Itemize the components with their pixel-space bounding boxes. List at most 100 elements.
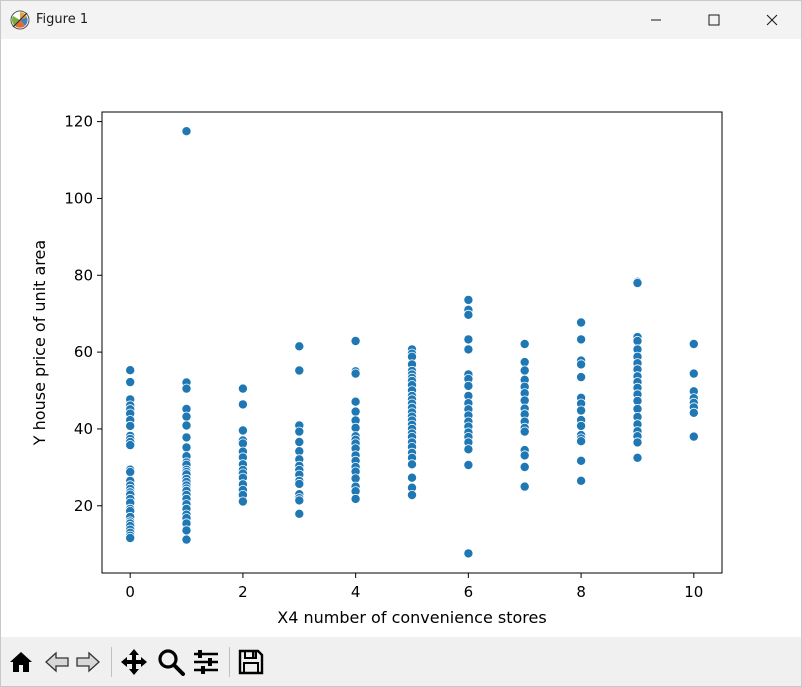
data-point — [350, 493, 361, 504]
data-point — [463, 294, 474, 305]
data-point — [463, 444, 474, 455]
configure-button[interactable] — [191, 647, 221, 677]
data-point — [237, 383, 248, 394]
move-icon — [121, 649, 147, 675]
figure-canvas[interactable]: 0 2 4 6 8 10 20 40 60 80 100 120 X4 number of conv… — [1, 39, 801, 637]
y-tick-label: 120 — [64, 113, 93, 131]
maximize-icon — [708, 14, 720, 26]
close-button[interactable] — [743, 1, 801, 39]
x-tick-label: 8 — [576, 583, 586, 601]
data-point — [576, 317, 587, 328]
data-point — [350, 422, 361, 433]
data-point — [632, 437, 643, 448]
close-icon — [766, 14, 778, 26]
data-point — [294, 365, 305, 376]
y-axis-ticks: 20 40 60 80 100 120 — [64, 113, 102, 515]
data-point — [519, 481, 530, 492]
data-point — [576, 372, 587, 383]
data-point — [463, 309, 474, 320]
pan-button[interactable] — [119, 647, 149, 677]
data-point — [576, 405, 587, 416]
data-point — [519, 461, 530, 472]
x-axis-ticks: 0 2 4 6 8 10 — [125, 573, 703, 601]
minimize-button[interactable] — [627, 1, 685, 39]
data-point — [519, 357, 530, 368]
data-point — [576, 334, 587, 345]
save-button[interactable] — [236, 647, 266, 677]
magnifier-icon — [158, 649, 185, 676]
y-tick-label: 60 — [74, 343, 93, 361]
data-point — [294, 436, 305, 447]
data-point — [125, 365, 136, 376]
data-point — [688, 338, 699, 349]
data-point — [632, 452, 643, 463]
data-point — [350, 368, 361, 379]
data-point — [576, 420, 587, 431]
data-point — [576, 475, 587, 486]
toolbar-separator — [229, 647, 230, 677]
x-tick-label: 10 — [684, 583, 703, 601]
data-point — [181, 411, 192, 422]
sliders-icon — [194, 650, 218, 674]
data-point — [576, 455, 587, 466]
data-point — [406, 489, 417, 500]
scatter-chart: 0 2 4 6 8 10 20 40 60 80 100 120 X4 number of conv… — [30, 111, 723, 627]
arrow-left-icon — [45, 651, 69, 673]
back-button[interactable] — [42, 647, 72, 677]
data-point — [125, 466, 136, 477]
data-point — [181, 432, 192, 443]
y-axis-label: Y house price of unit area — [30, 240, 49, 446]
y-tick-label: 100 — [64, 189, 93, 207]
data-point — [576, 359, 587, 370]
maximize-button[interactable] — [685, 1, 743, 39]
data-point — [294, 508, 305, 519]
arrow-right-icon — [76, 651, 100, 673]
data-point — [463, 334, 474, 345]
zoom-button[interactable] — [156, 647, 186, 677]
x-tick-label: 0 — [125, 583, 135, 601]
data-point — [576, 436, 587, 447]
data-point — [688, 407, 699, 418]
x-tick-label: 2 — [238, 583, 248, 601]
navigation-toolbar — [1, 637, 801, 686]
data-point — [688, 431, 699, 442]
axes-frame — [101, 111, 723, 574]
data-point — [406, 472, 417, 483]
data-point — [125, 440, 136, 451]
data-point — [125, 532, 136, 543]
data-point — [181, 525, 192, 536]
data-point — [181, 383, 192, 394]
data-point — [294, 495, 305, 506]
data-point — [632, 335, 643, 346]
data-point — [519, 426, 530, 437]
data-point — [350, 406, 361, 417]
home-icon — [10, 652, 32, 672]
data-point — [181, 442, 192, 453]
x-tick-label: 4 — [351, 583, 361, 601]
data-point — [125, 377, 136, 388]
data-point — [294, 341, 305, 352]
data-point — [463, 344, 474, 355]
data-point — [181, 420, 192, 431]
data-point — [181, 534, 192, 545]
data-point — [237, 496, 248, 507]
y-tick-label: 20 — [74, 497, 93, 515]
data-point — [463, 459, 474, 470]
data-point — [350, 335, 361, 346]
data-points — [125, 126, 699, 559]
data-point — [519, 365, 530, 376]
data-point — [463, 380, 474, 391]
floppy-disk-icon — [238, 649, 264, 675]
data-point — [688, 368, 699, 379]
toolbar-separator — [111, 647, 112, 677]
forward-button[interactable] — [73, 647, 103, 677]
data-point — [237, 399, 248, 410]
data-point — [519, 450, 530, 461]
data-point — [406, 459, 417, 470]
home-button[interactable] — [6, 647, 36, 677]
data-point — [463, 548, 474, 559]
data-point — [125, 420, 136, 431]
title-bar[interactable]: Figure 1 — [1, 1, 801, 39]
data-point — [294, 478, 305, 489]
